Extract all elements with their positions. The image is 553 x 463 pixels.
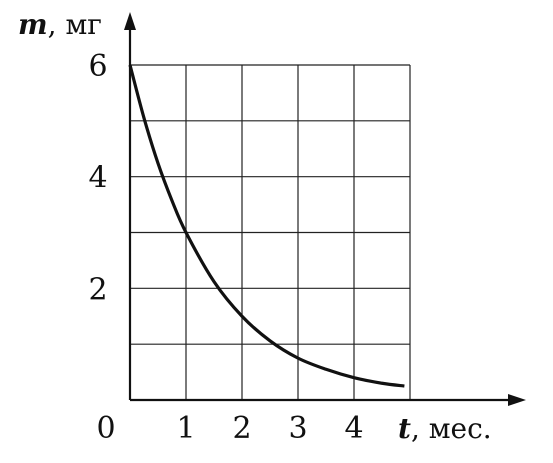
x-axis-unit: , мес. xyxy=(411,412,492,445)
x-tick-label: 3 xyxy=(288,411,307,446)
y-tick-label: 4 xyxy=(88,161,107,196)
y-axis-variable: m xyxy=(18,8,48,41)
y-axis-label: m, мг xyxy=(18,8,102,41)
origin-label: 0 xyxy=(96,411,115,446)
y-tick-label: 6 xyxy=(88,49,107,84)
y-axis-unit: , мг xyxy=(48,8,102,41)
series-line xyxy=(128,64,405,388)
x-tick-label: 4 xyxy=(344,411,363,446)
y-tick-label: 2 xyxy=(88,272,107,307)
tick-labels: 1 2 3 4 2 4 6 xyxy=(88,49,363,446)
grid xyxy=(130,64,411,400)
x-axis-label: t, мес. xyxy=(398,412,492,445)
axes xyxy=(124,12,526,406)
x-tick-label: 1 xyxy=(176,411,195,446)
x-axis-arrow xyxy=(508,394,526,406)
x-tick-label: 2 xyxy=(232,411,251,446)
x-axis-variable: t xyxy=(398,412,411,445)
y-axis-arrow xyxy=(124,12,136,30)
